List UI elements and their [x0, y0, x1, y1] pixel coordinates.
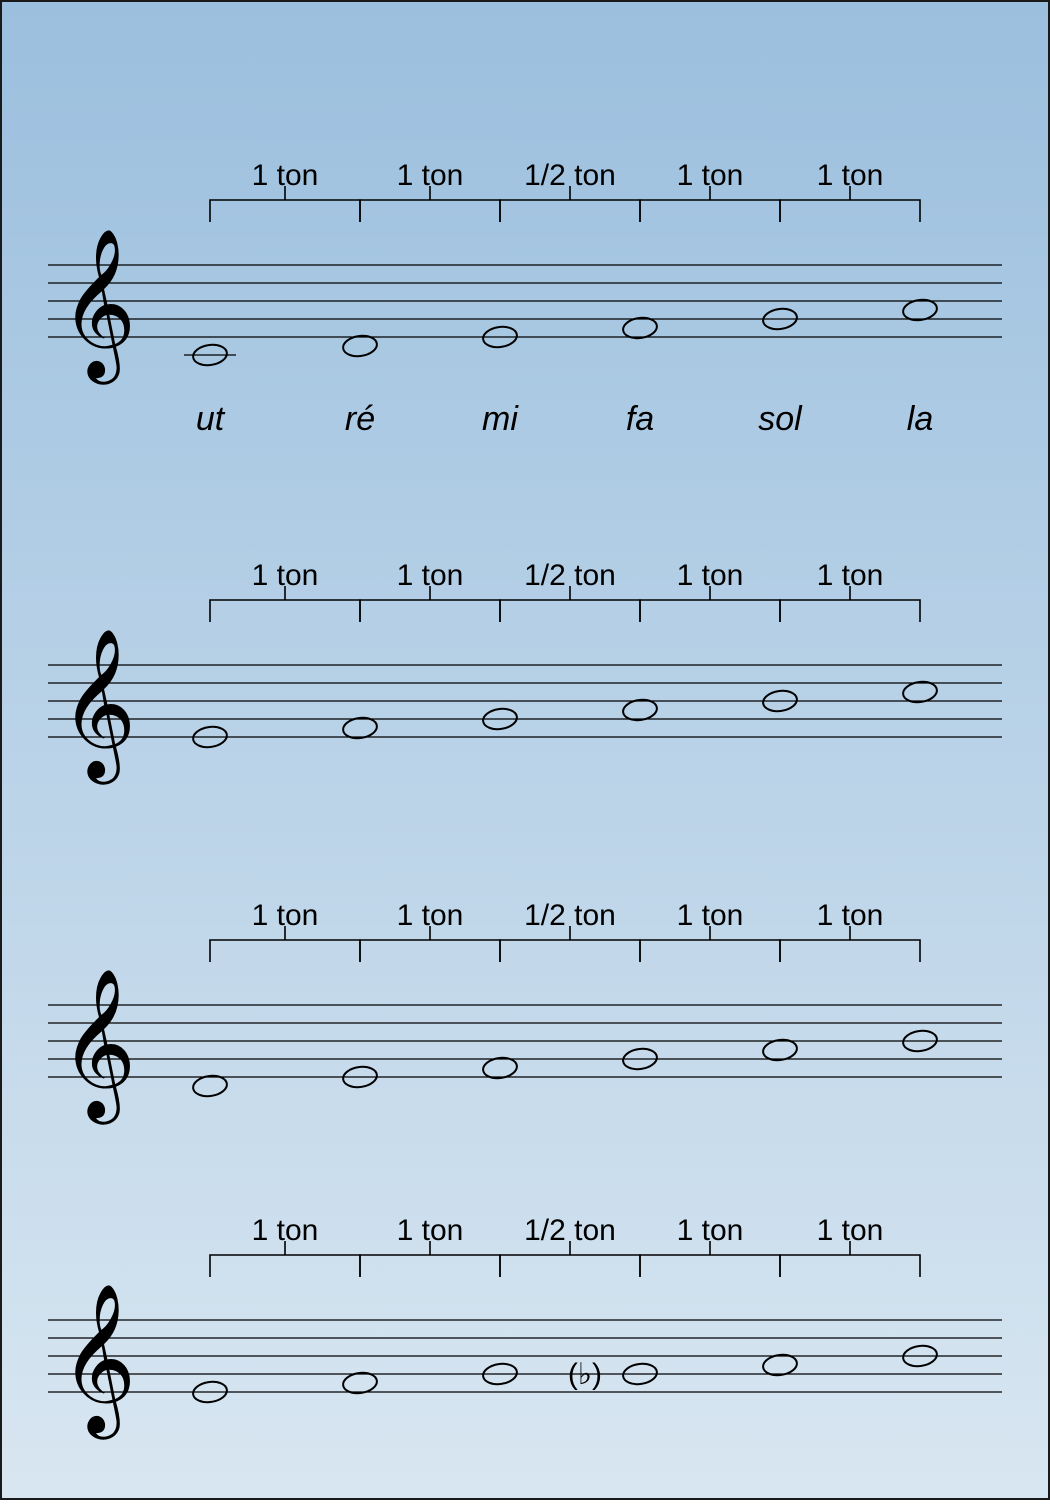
interval-label: 1 ton — [677, 559, 744, 592]
interval-label: 1/2 ton — [524, 559, 616, 592]
interval-label: 1 ton — [252, 1214, 319, 1247]
background — [0, 0, 1050, 1500]
treble-clef-icon: 𝄞 — [60, 970, 137, 1125]
interval-label: 1/2 ton — [524, 1214, 616, 1247]
solfege-label: mi — [482, 400, 519, 438]
flat-accidental: (♭) — [568, 1358, 602, 1391]
solfege-label: fa — [626, 400, 654, 438]
interval-label: 1 ton — [252, 899, 319, 932]
interval-label: 1 ton — [252, 159, 319, 192]
treble-clef-icon: 𝄞 — [60, 1285, 137, 1440]
treble-clef-icon: 𝄞 — [60, 230, 137, 385]
interval-label: 1 ton — [817, 159, 884, 192]
interval-label: 1 ton — [397, 1214, 464, 1247]
solfege-label: sol — [758, 400, 803, 438]
interval-label: 1 ton — [397, 159, 464, 192]
interval-label: 1 ton — [677, 159, 744, 192]
interval-label: 1/2 ton — [524, 899, 616, 932]
interval-label: 1 ton — [252, 559, 319, 592]
interval-label: 1 ton — [397, 899, 464, 932]
interval-label: 1/2 ton — [524, 159, 616, 192]
interval-label: 1 ton — [677, 1214, 744, 1247]
interval-label: 1 ton — [677, 899, 744, 932]
interval-label: 1 ton — [817, 899, 884, 932]
treble-clef-icon: 𝄞 — [60, 630, 137, 785]
solfege-label: la — [907, 400, 933, 438]
solfege-label: ré — [345, 400, 375, 438]
interval-label: 1 ton — [397, 559, 464, 592]
solfege-label: ut — [196, 400, 226, 438]
interval-label: 1 ton — [817, 559, 884, 592]
interval-label: 1 ton — [817, 1214, 884, 1247]
music-diagram: 1 ton 1 ton 1/2 ton 1 ton 1 ton ut ré mi fa sol la… — [0, 0, 1050, 1500]
